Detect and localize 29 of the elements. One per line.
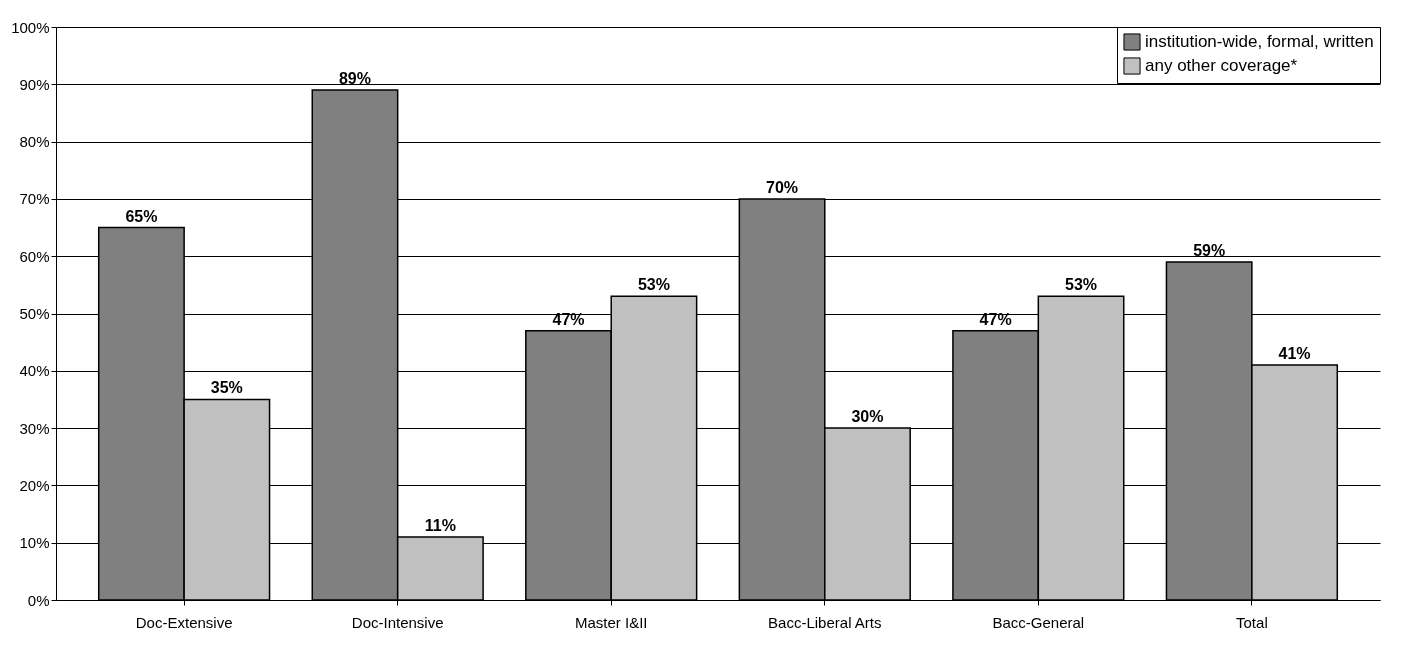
y-tick-label: 80% [19, 133, 50, 151]
y-tick-label: 10% [19, 534, 50, 552]
data-label: 30% [851, 408, 884, 426]
y-tick-label: 100% [11, 18, 50, 36]
data-label: 59% [1193, 241, 1226, 259]
x-tick-label: Doc-Extensive [135, 613, 233, 631]
data-label: 53% [1065, 276, 1098, 294]
y-tick-label: 30% [19, 419, 50, 437]
y-tick-label: 0% [27, 591, 50, 609]
x-tick-label: Master I&II [574, 613, 648, 631]
y-tick-label: 90% [19, 75, 50, 93]
legend-label: institution-wide, formal, written [1145, 32, 1374, 51]
x-tick-label: Bacc-General [992, 613, 1085, 631]
x-tick-label: Bacc-Liberal Arts [768, 613, 882, 631]
y-tick-label: 20% [19, 476, 50, 494]
data-label: 35% [210, 379, 243, 397]
legend-label: any other coverage* [1145, 56, 1298, 75]
data-label: 70% [766, 178, 799, 196]
data-label: 53% [637, 276, 670, 294]
x-tick-label: Total [1236, 613, 1268, 631]
data-label: 41% [1278, 345, 1311, 363]
y-tick-label: 70% [19, 190, 50, 208]
x-tick-label: Doc-Intensive [351, 613, 444, 631]
y-tick-label: 40% [19, 362, 50, 380]
y-tick-label: 60% [19, 247, 50, 265]
data-label: 65% [125, 207, 158, 225]
y-tick-label: 50% [19, 305, 50, 322]
data-label: 11% [424, 516, 456, 534]
data-label: 89% [338, 70, 371, 88]
